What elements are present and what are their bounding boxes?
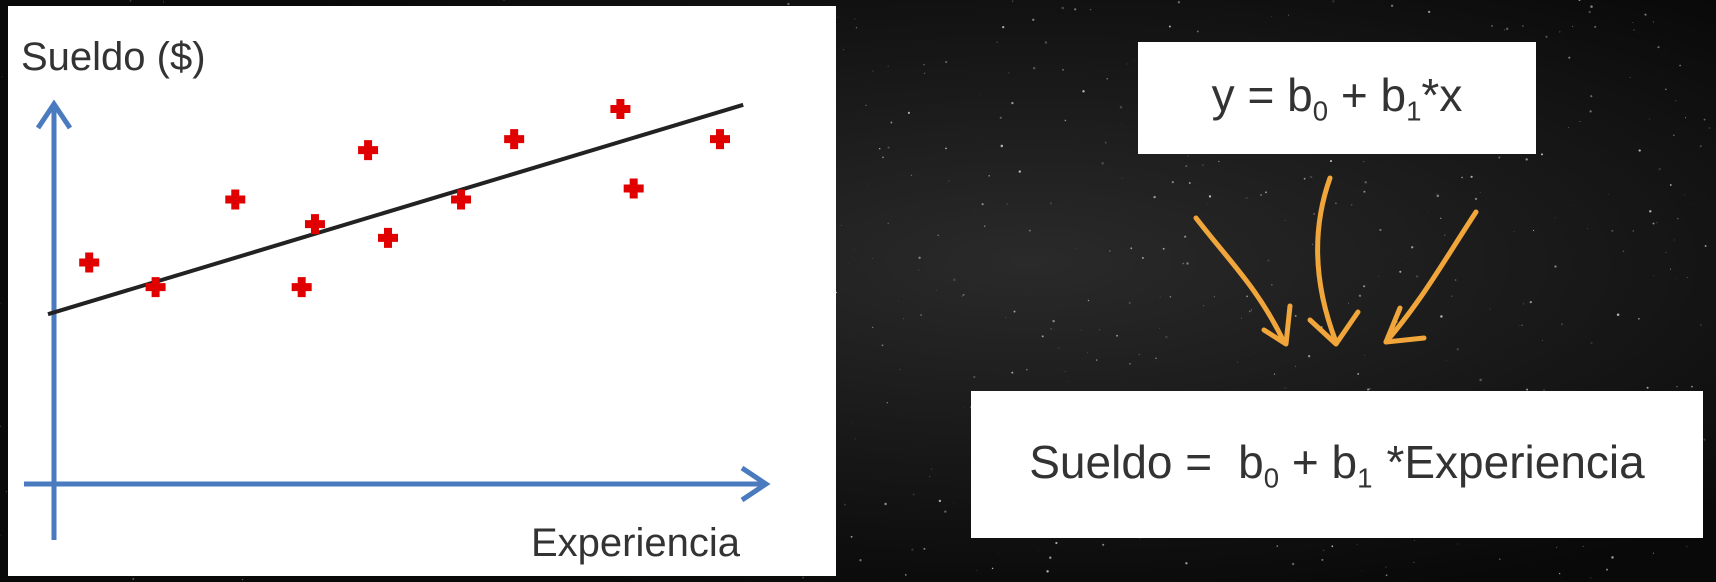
eq-times-experiencia: *Experiencia bbox=[1386, 435, 1645, 488]
arrow-head-1 bbox=[1307, 309, 1361, 347]
data-point bbox=[710, 129, 730, 150]
eq-times-x: *x bbox=[1421, 69, 1463, 122]
data-point bbox=[451, 189, 472, 210]
data-point bbox=[225, 189, 246, 210]
data-point bbox=[304, 214, 325, 235]
specific-equation: Sueldo = b0 + b1 *Experiencia bbox=[1029, 435, 1644, 495]
eq-y-b: y = b bbox=[1211, 69, 1313, 122]
eq-plus-b: + b bbox=[1328, 69, 1407, 122]
eq-specific-plus-b: + b bbox=[1279, 435, 1358, 488]
arrow-shaft-2 bbox=[1383, 209, 1479, 345]
general-equation: y = b0 + b1*x bbox=[1212, 68, 1463, 128]
x-axis-label: Experiencia bbox=[531, 521, 741, 565]
scatter-chart: Sueldo ($) Experiencia bbox=[21, 35, 771, 565]
data-point bbox=[378, 227, 398, 248]
x-axis-arrowhead bbox=[740, 465, 771, 503]
data-point bbox=[79, 252, 100, 273]
arrow-head-0 bbox=[1261, 303, 1293, 347]
data-point bbox=[358, 140, 379, 161]
arrow-shaft-1 bbox=[1315, 175, 1339, 345]
eq-specific-sub-0: 0 bbox=[1263, 462, 1280, 494]
y-axis-arrowhead bbox=[35, 99, 73, 130]
eq-sueldo: Sueldo = bbox=[1029, 435, 1213, 488]
eq-sub-0: 0 bbox=[1312, 95, 1329, 127]
data-point bbox=[145, 277, 166, 298]
eq-b: b bbox=[1238, 435, 1264, 488]
y-axis-label: Sueldo ($) bbox=[21, 35, 206, 79]
arrow-head-2 bbox=[1383, 305, 1427, 345]
data-point bbox=[291, 277, 312, 298]
general-equation-box: y = b0 + b1*x bbox=[1138, 42, 1536, 154]
scatter-chart-panel: Sueldo ($) Experiencia bbox=[8, 6, 836, 576]
hand-drawn-arrows-icon bbox=[1193, 175, 1479, 347]
regression-line bbox=[47, 102, 744, 317]
arrow-shaft-0 bbox=[1193, 215, 1287, 345]
data-point bbox=[623, 178, 644, 199]
data-point bbox=[610, 99, 631, 120]
specific-equation-box: Sueldo = b0 + b1 *Experiencia bbox=[971, 391, 1703, 538]
data-point bbox=[504, 129, 525, 150]
eq-specific-sub-1: 1 bbox=[1357, 462, 1373, 494]
eq-sub-1: 1 bbox=[1406, 95, 1422, 127]
